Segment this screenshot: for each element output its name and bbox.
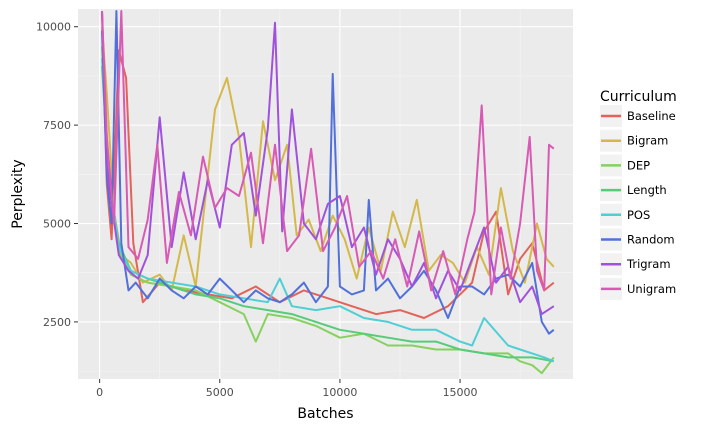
- y-axis-title: Perplexity: [10, 159, 26, 228]
- y-tick-label: 5000: [43, 218, 71, 231]
- y-tick-label: 10000: [36, 21, 71, 34]
- series-line-trigram: [101, 10, 555, 316]
- legend: Curriculum Baseline Bigram DEP Length POS Ran…: [600, 89, 677, 300]
- legend-label: Length: [627, 183, 667, 197]
- series-lines: [101, 10, 555, 375]
- x-tick-label: 0: [96, 386, 103, 399]
- legend-label: Unigram: [627, 282, 676, 296]
- legend-item-unigram: Unigram: [600, 277, 676, 300]
- legend-item-trigram: Trigram: [600, 253, 671, 276]
- legend-item-baseline: Baseline: [600, 105, 676, 127]
- legend-label: Trigram: [626, 257, 671, 271]
- legend-label: Bigram: [627, 134, 668, 148]
- x-axis-title: Batches: [297, 406, 353, 422]
- legend-label: DEP: [627, 158, 650, 172]
- major-gridlines: [78, 9, 573, 379]
- x-tick-label: 10000: [322, 386, 357, 399]
- series-line-unigram: [101, 10, 555, 296]
- x-tick-label: 5000: [206, 386, 234, 399]
- x-axis: 0 5000 10000 15000: [96, 379, 478, 399]
- series-line-baseline: [101, 10, 555, 319]
- y-tick-label: 2500: [43, 316, 71, 329]
- legend-item-dep: DEP: [600, 154, 650, 177]
- legend-item-bigram: Bigram: [600, 129, 668, 152]
- legend-item-pos: POS: [600, 203, 650, 226]
- legend-label: Baseline: [627, 109, 676, 123]
- series-line-dep: [101, 46, 555, 375]
- legend-label: POS: [627, 208, 650, 222]
- legend-item-length: Length: [600, 179, 667, 202]
- y-tick-label: 7500: [43, 119, 71, 132]
- legend-item-random: Random: [600, 228, 675, 251]
- legend-items: Baseline Bigram DEP Length POS Random Trigram U…: [600, 105, 676, 300]
- series-line-pos: [101, 58, 555, 363]
- legend-title: Curriculum: [600, 89, 677, 105]
- series-line-random: [101, 10, 555, 335]
- legend-label: Random: [627, 233, 675, 247]
- y-axis: 2500 5000 7500 10000: [36, 21, 78, 329]
- x-tick-label: 15000: [443, 386, 478, 399]
